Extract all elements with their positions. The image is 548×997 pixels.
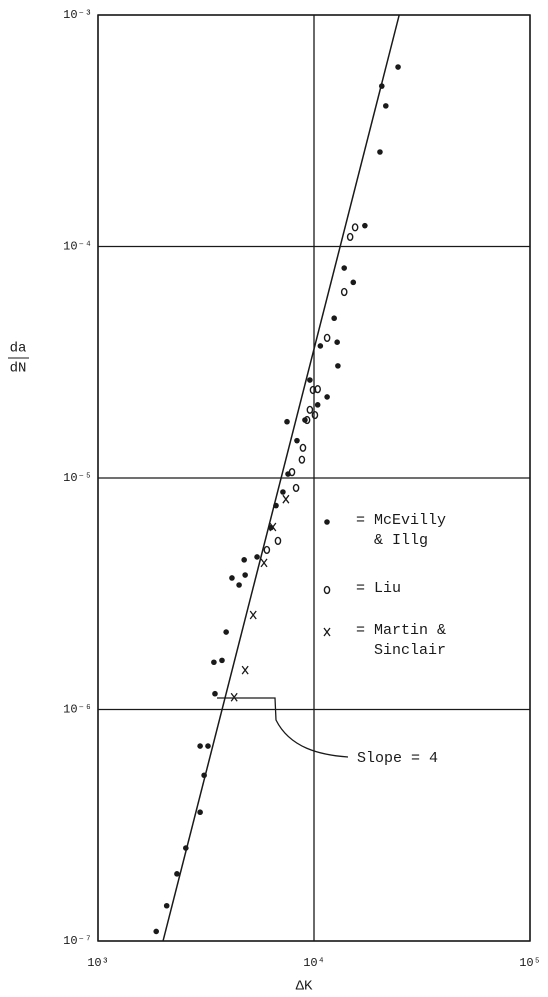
data-point xyxy=(323,333,331,342)
data-point xyxy=(197,809,203,816)
data-point xyxy=(288,468,296,477)
data-point xyxy=(260,558,268,568)
data-point xyxy=(341,265,348,271)
data-point xyxy=(299,443,307,452)
y-axis-label-denominator: dN xyxy=(10,361,27,377)
legend-marker xyxy=(323,585,331,595)
data-point xyxy=(324,394,330,400)
data-point xyxy=(212,690,218,697)
data-point xyxy=(230,692,238,702)
data-point xyxy=(236,582,242,588)
x-axis-label: ΔK xyxy=(296,979,313,995)
data-point xyxy=(229,575,235,581)
y-tick-label: 10⁻⁶ xyxy=(63,703,92,717)
data-point xyxy=(303,415,311,425)
annotation: Slope = 4 xyxy=(357,750,438,767)
data-point xyxy=(219,657,225,664)
data-point xyxy=(201,772,207,779)
data-point xyxy=(241,665,249,675)
legend-separator: = xyxy=(356,580,366,597)
data-point xyxy=(241,557,247,563)
data-point xyxy=(274,536,282,545)
data-point xyxy=(254,554,260,560)
data-point xyxy=(294,437,300,444)
data-point xyxy=(340,287,348,297)
y-tick-label: 10⁻³ xyxy=(63,8,92,22)
data-point xyxy=(351,223,359,232)
data-point xyxy=(223,629,229,635)
legend-label: McEvilly & Illg xyxy=(374,512,447,549)
data-point xyxy=(383,103,389,109)
data-point xyxy=(314,402,321,408)
data-point xyxy=(311,410,319,420)
data-point xyxy=(183,845,189,851)
data-point xyxy=(269,522,277,532)
data-point xyxy=(331,315,337,322)
data-point xyxy=(174,871,180,877)
data-point xyxy=(346,232,354,242)
data-point xyxy=(280,489,286,495)
data-point xyxy=(163,902,170,909)
legend-label: Martin & Sinclair xyxy=(374,622,447,659)
legend-separator: = xyxy=(356,622,366,639)
data-point xyxy=(395,64,401,70)
fit-line xyxy=(162,14,400,942)
legend-separator: = xyxy=(356,512,366,529)
data-point xyxy=(377,149,383,155)
y-tick-label: 10⁻⁴ xyxy=(63,240,92,254)
data-point xyxy=(273,502,279,509)
data-point xyxy=(335,363,341,369)
y-tick-label: 10⁻⁷ xyxy=(63,934,92,948)
x-tick-label: 10³ xyxy=(87,956,109,970)
data-point xyxy=(249,610,257,620)
data-point xyxy=(334,339,340,346)
y-axis-label-numerator: da xyxy=(10,341,27,357)
data-point xyxy=(306,405,314,414)
data-point xyxy=(317,343,324,349)
data-point xyxy=(298,455,306,464)
data-point xyxy=(284,418,290,425)
data-point xyxy=(211,659,217,666)
legend-marker xyxy=(323,627,331,637)
data-point xyxy=(314,385,321,394)
legend-marker xyxy=(324,519,330,525)
data-point xyxy=(307,377,313,383)
data-point xyxy=(378,83,385,89)
data-point xyxy=(282,494,290,504)
x-tick-label: 10⁴ xyxy=(303,956,325,970)
legend-entry: = Martin & Sinclair xyxy=(356,621,455,661)
data-point xyxy=(153,928,160,935)
legend-entry: = McEvilly & Illg xyxy=(356,511,455,551)
data-point xyxy=(197,743,203,749)
data-point xyxy=(350,279,357,286)
x-tick-label: 10⁵ xyxy=(519,956,541,970)
legend-label: Liu xyxy=(374,580,402,597)
annotation-bracket xyxy=(217,697,349,758)
data-point xyxy=(205,743,211,749)
legend-entry: = Liu xyxy=(356,579,455,599)
data-point xyxy=(362,222,368,229)
data-point xyxy=(292,483,300,493)
data-point xyxy=(263,545,271,555)
y-tick-label: 10⁻⁵ xyxy=(63,471,92,485)
data-point xyxy=(242,572,248,578)
